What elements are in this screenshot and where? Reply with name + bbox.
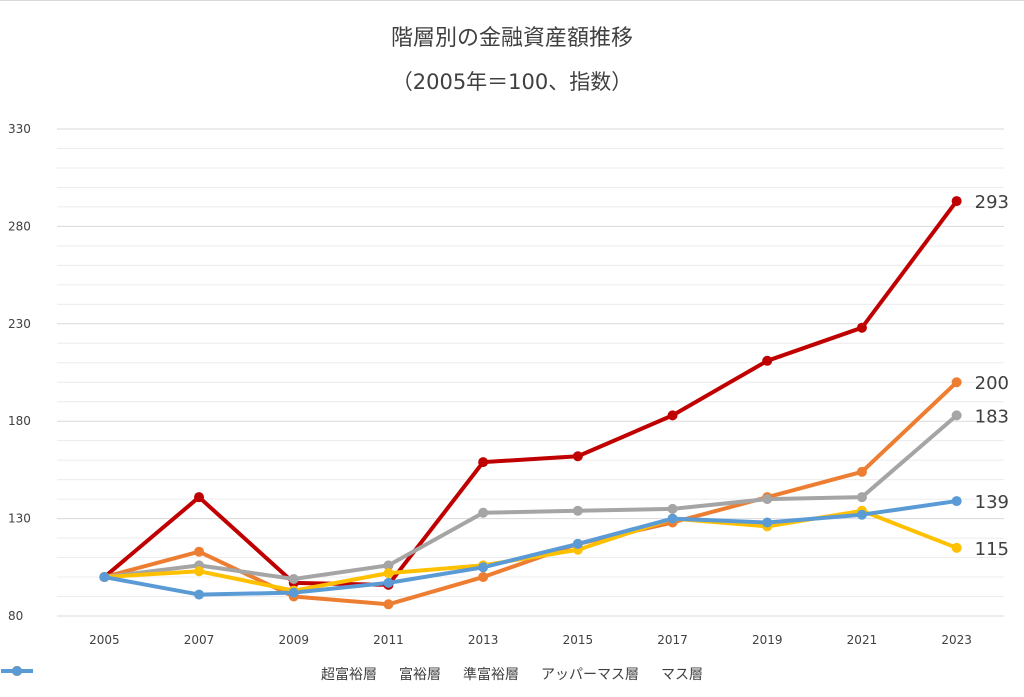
data-point	[194, 566, 205, 577]
data-point	[856, 509, 867, 520]
series-line	[102, 413, 959, 581]
series-line	[102, 508, 959, 593]
legend-label: 富裕層	[399, 667, 441, 683]
legend-item[interactable]: 富裕層	[1, 664, 441, 684]
chart-title: 階層別の金融資産額推移	[390, 26, 633, 51]
chart-subtitle: （2005年＝100、指数）	[391, 70, 633, 94]
x-tick-label: 2011	[373, 633, 404, 647]
x-tick-label: 2023	[941, 633, 972, 647]
legend-label: 準富裕層	[463, 667, 519, 683]
data-point	[667, 410, 678, 421]
legend-label: 超富裕層	[321, 667, 377, 683]
data-point	[856, 322, 867, 333]
data-point	[856, 492, 867, 503]
data-point	[762, 355, 773, 366]
data-point	[667, 503, 678, 514]
data-point	[288, 573, 299, 584]
data-point	[572, 538, 583, 549]
legend-item[interactable]: アッパーマス層	[1, 664, 639, 684]
legend-label: マス層	[661, 667, 703, 683]
x-tick-label: 2015	[563, 633, 594, 647]
data-point	[478, 507, 489, 518]
top-border	[0, 0, 1024, 1]
x-tick-label: 2013	[468, 633, 499, 647]
data-point	[856, 466, 867, 477]
y-tick-label: 230	[8, 317, 31, 331]
y-tick-label: 330	[8, 122, 31, 136]
data-point	[951, 377, 962, 388]
data-point	[951, 196, 962, 207]
data-point	[667, 513, 678, 524]
data-point	[383, 599, 394, 610]
end-value-label: 183	[975, 406, 1009, 427]
data-point	[572, 451, 583, 462]
y-tick-label: 130	[8, 512, 31, 526]
x-tick-label: 2007	[184, 633, 215, 647]
data-point	[572, 505, 583, 516]
data-point	[383, 568, 394, 579]
data-point	[478, 457, 489, 468]
data-point	[478, 572, 489, 583]
series-line	[102, 499, 959, 597]
legend-item[interactable]: 準富裕層	[1, 664, 519, 684]
data-point	[194, 492, 205, 503]
data-point	[951, 410, 962, 421]
data-point	[194, 546, 205, 557]
data-point	[383, 577, 394, 588]
data-point	[99, 572, 110, 583]
end-value-label: 139	[975, 492, 1009, 513]
data-point	[951, 542, 962, 553]
data-point	[194, 589, 205, 600]
x-tick-label: 2017	[657, 633, 688, 647]
legend-swatch	[1, 666, 33, 676]
y-tick-label: 180	[8, 414, 31, 428]
y-tick-label: 280	[8, 219, 31, 233]
data-point	[383, 560, 394, 571]
series-line	[102, 199, 959, 587]
data-point	[951, 496, 962, 507]
data-point	[478, 562, 489, 573]
legend-item[interactable]: 超富裕層	[1, 664, 377, 684]
x-tick-label: 2021	[847, 633, 878, 647]
chart-legend: 超富裕層 富裕層 準富裕層 アッパーマス層 マス層	[0, 664, 1024, 684]
end-value-label: 115	[975, 539, 1009, 560]
end-value-label: 293	[975, 192, 1009, 213]
x-tick-label: 2019	[752, 633, 783, 647]
data-point	[762, 517, 773, 528]
end-value-label: 200	[975, 373, 1009, 394]
data-point	[762, 494, 773, 505]
x-tick-label: 2005	[89, 633, 120, 647]
x-tick-label: 2009	[278, 633, 309, 647]
legend-item[interactable]: マス層	[1, 664, 703, 684]
y-tick-label: 80	[8, 609, 23, 623]
legend-label: アッパーマス層	[541, 667, 639, 683]
data-point	[288, 587, 299, 598]
